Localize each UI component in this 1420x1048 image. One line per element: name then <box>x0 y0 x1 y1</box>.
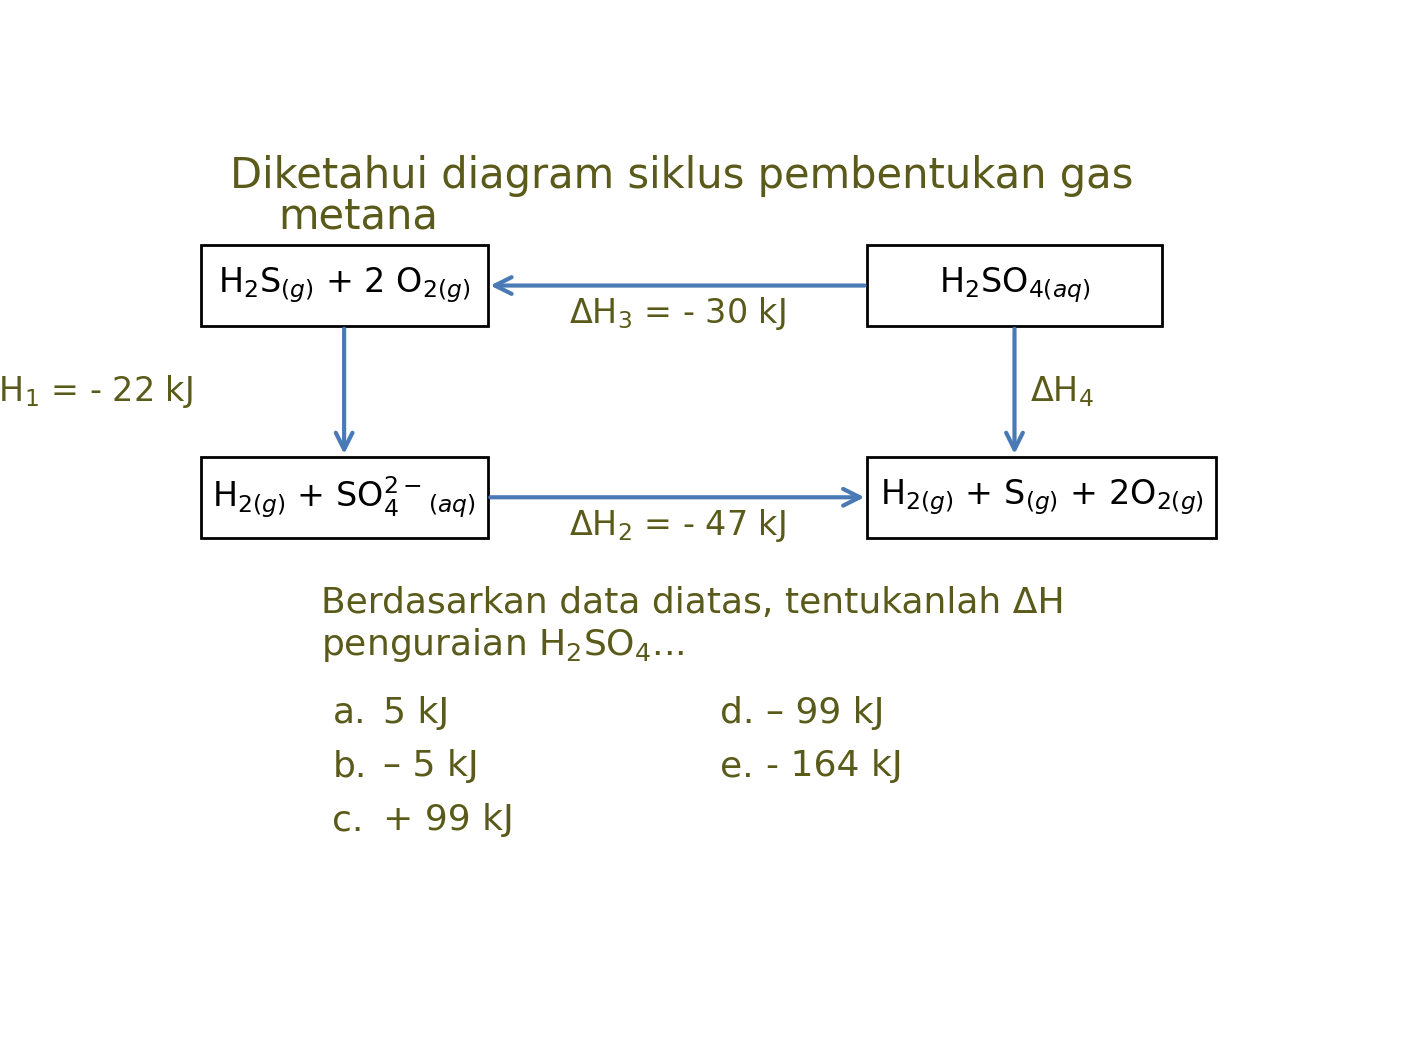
Text: ΔH$_1$ = - 22 kJ: ΔH$_1$ = - 22 kJ <box>0 373 193 410</box>
Text: – 99 kJ: – 99 kJ <box>767 696 885 729</box>
Bar <box>868 245 1162 326</box>
Text: b.: b. <box>332 749 366 784</box>
Text: – 5 kJ: – 5 kJ <box>383 749 479 784</box>
Bar <box>868 457 1216 538</box>
Text: H$_2$SO$_{4(aq)}$: H$_2$SO$_{4(aq)}$ <box>939 265 1091 305</box>
Text: metana: metana <box>278 195 439 237</box>
Text: a.: a. <box>332 696 366 729</box>
Bar <box>200 245 487 326</box>
Text: H$_{2(g)}$ + SO$_4^{2-}$$_{(aq)}$: H$_{2(g)}$ + SO$_4^{2-}$$_{(aq)}$ <box>213 475 476 520</box>
Text: H$_2$S$_{(g)}$ + 2 O$_{2(g)}$: H$_2$S$_{(g)}$ + 2 O$_{2(g)}$ <box>219 265 470 305</box>
Text: H$_{2(g)}$ + S$_{(g)}$ + 2O$_{2(g)}$: H$_{2(g)}$ + S$_{(g)}$ + 2O$_{2(g)}$ <box>879 478 1204 517</box>
Text: + 99 kJ: + 99 kJ <box>383 804 514 837</box>
Bar <box>200 457 487 538</box>
Text: e.: e. <box>720 749 754 784</box>
Text: 5 kJ: 5 kJ <box>383 696 449 729</box>
Text: penguraian H$_2$SO$_4$...: penguraian H$_2$SO$_4$... <box>321 627 684 664</box>
Text: ΔH$_2$ = - 47 kJ: ΔH$_2$ = - 47 kJ <box>569 506 785 544</box>
Text: c.: c. <box>332 804 364 837</box>
Text: ΔH$_4$: ΔH$_4$ <box>1030 374 1093 409</box>
Text: Berdasarkan data diatas, tentukanlah ΔH: Berdasarkan data diatas, tentukanlah ΔH <box>321 586 1065 620</box>
Text: - 164 kJ: - 164 kJ <box>767 749 903 784</box>
Text: ΔH$_3$ = - 30 kJ: ΔH$_3$ = - 30 kJ <box>569 294 785 332</box>
Text: Diketahui diagram siklus pembentukan gas: Diketahui diagram siklus pembentukan gas <box>230 155 1133 197</box>
Text: d.: d. <box>720 696 754 729</box>
